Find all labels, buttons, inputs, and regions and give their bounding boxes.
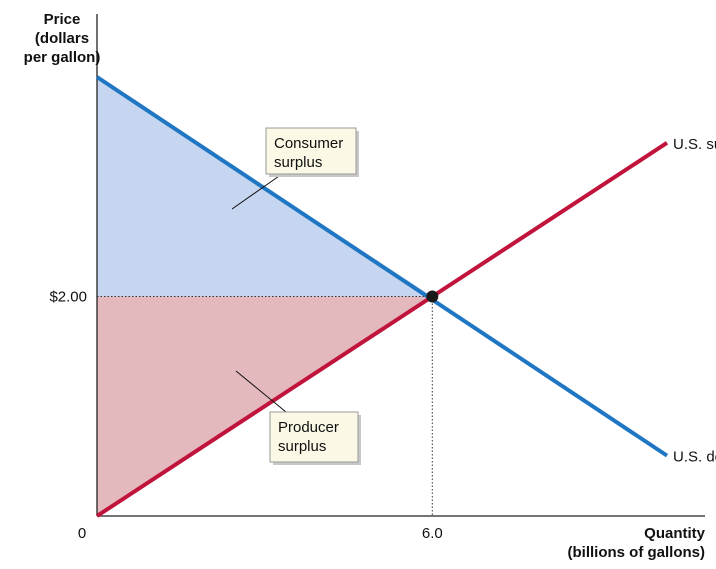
demand-series-label: U.S. demand — [673, 449, 716, 466]
consumer-surplus-callout-text: surplus — [274, 154, 322, 171]
consumer-surplus-callout: Consumer surplus — [231, 127, 359, 210]
x-axis-title-line: (billions of gallons) — [568, 544, 706, 561]
x-axis-title-line: Quantity — [644, 525, 705, 542]
producer-surplus-callout-leader — [235, 370, 287, 413]
u-s-supply-line — [95, 141, 669, 518]
x-tick-label: 0 — [78, 525, 86, 542]
u-s-demand-line — [95, 75, 669, 458]
producer-surplus-callout-text: Producer — [278, 419, 339, 436]
consumer-surplus-callout-text: Consumer — [274, 135, 343, 152]
producer-surplus-callout-box — [269, 411, 359, 463]
equilibrium-point — [426, 290, 439, 303]
consumer-surplus-callout-box — [265, 127, 357, 175]
labels-layer: U.S. demandU.S. supplyConsumersurplusPro… — [231, 127, 716, 466]
producer-surplus-callout: Producer surplus — [235, 370, 361, 465]
consumer-surplus-callout-leader — [231, 173, 283, 210]
series-layer — [95, 75, 669, 518]
y-axis-title-line: (dollars — [35, 30, 89, 47]
axes-layer: Price (dollars per gallon) Quantity (billion… — [24, 11, 706, 561]
y-axis-title-line: per gallon) — [24, 49, 101, 66]
supply-series-label: U.S. supply — [673, 136, 716, 153]
y-axis-title-line: Price — [44, 11, 81, 28]
guides-layer — [97, 296, 433, 516]
y-tick-label: $2.00 — [49, 289, 87, 306]
producer-surplus-callout-text: surplus — [278, 438, 326, 455]
x-tick-label: 6.0 — [422, 525, 443, 542]
